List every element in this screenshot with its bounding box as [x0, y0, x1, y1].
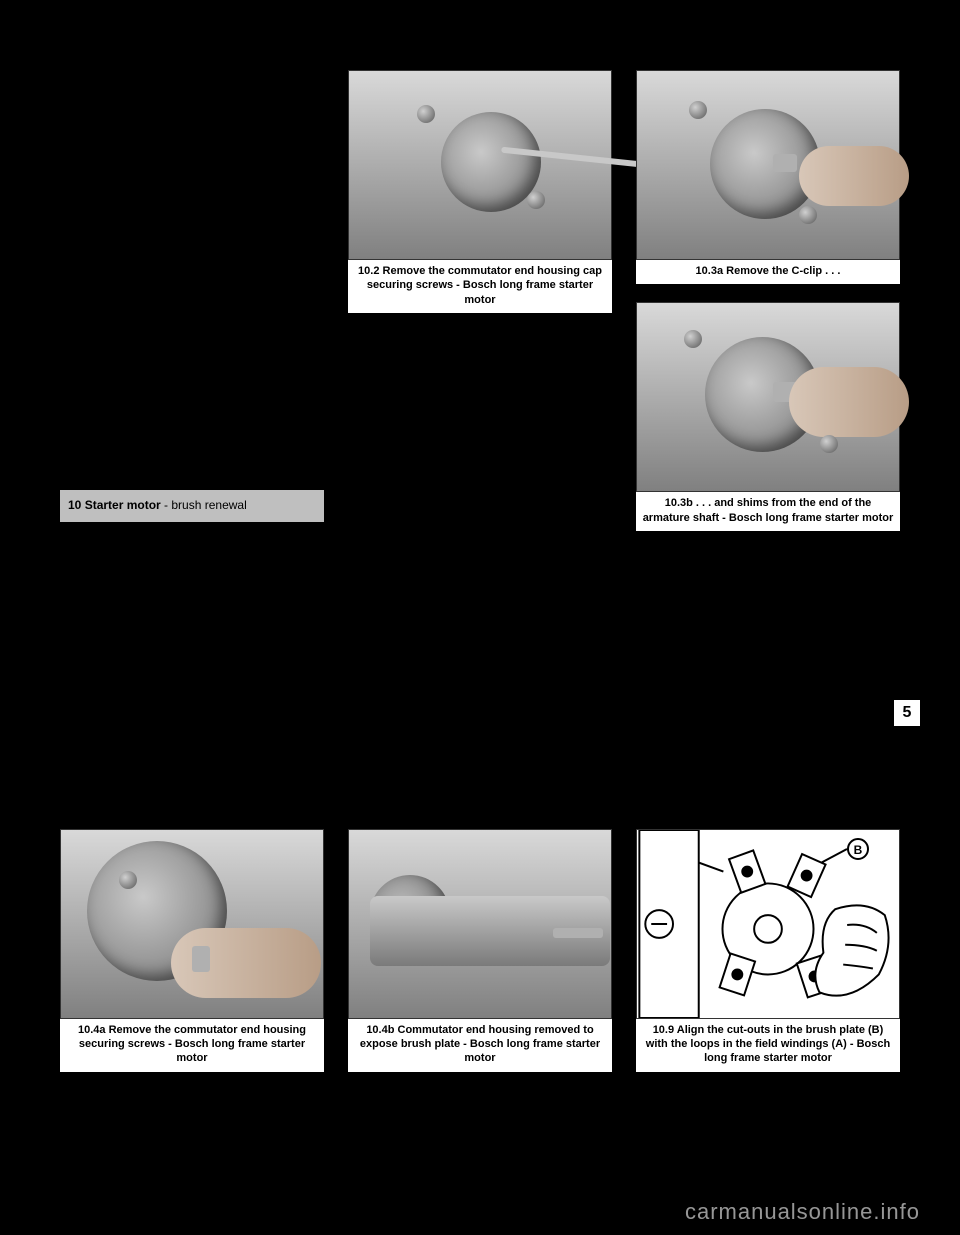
manual-page: 10 Starter motor - brush renewal 10.2 Re… — [0, 0, 960, 1235]
figure-10-9: A B — [636, 829, 900, 1072]
bottom-row: 10.4a Remove the commutator end housing … — [60, 829, 900, 1090]
figure-10-3b-image — [636, 302, 900, 492]
diagram-svg — [637, 830, 899, 1018]
figure-10-4a: 10.4a Remove the commutator end housing … — [60, 829, 324, 1072]
figure-10-3b-caption: 10.3b . . . and shims from the end of th… — [636, 492, 900, 531]
column-right: 10.3a Remove the C-clip . . . 10.3b . . … — [636, 70, 900, 549]
figure-10-9-caption: 10.9 Align the cut-outs in the brush pla… — [636, 1019, 900, 1072]
figure-10-3a-image — [636, 70, 900, 260]
figure-10-4b-image — [348, 829, 612, 1019]
column-middle: 10.2 Remove the commutator end housing c… — [348, 70, 612, 549]
figure-10-4b-caption: 10.4b Commutator end housing removed to … — [348, 1019, 612, 1072]
figure-10-4b: 10.4b Commutator end housing removed to … — [348, 829, 612, 1072]
left-spacer — [60, 70, 324, 490]
figure-10-3a-caption: 10.3a Remove the C-clip . . . — [636, 260, 900, 284]
section-title-rest: - brush renewal — [161, 498, 247, 512]
figure-10-2-caption: 10.2 Remove the commutator end housing c… — [348, 260, 612, 313]
section-header: 10 Starter motor - brush renewal — [60, 490, 324, 522]
figure-10-3b: 10.3b . . . and shims from the end of th… — [636, 302, 900, 531]
main-columns: 10 Starter motor - brush renewal 10.2 Re… — [60, 70, 900, 549]
figure-10-4a-image — [60, 829, 324, 1019]
figure-10-2-image — [348, 70, 612, 260]
column-left: 10 Starter motor - brush renewal — [60, 70, 324, 549]
figure-10-4a-caption: 10.4a Remove the commutator end housing … — [60, 1019, 324, 1072]
figure-10-9-diagram: A B — [636, 829, 900, 1019]
page-tab: 5 — [894, 700, 920, 726]
figure-10-2: 10.2 Remove the commutator end housing c… — [348, 70, 612, 313]
figure-10-3a: 10.3a Remove the C-clip . . . — [636, 70, 900, 284]
section-title-bold: Starter motor — [85, 498, 161, 512]
section-number: 10 — [68, 498, 81, 512]
watermark: carmanualsonline.info — [685, 1199, 920, 1225]
